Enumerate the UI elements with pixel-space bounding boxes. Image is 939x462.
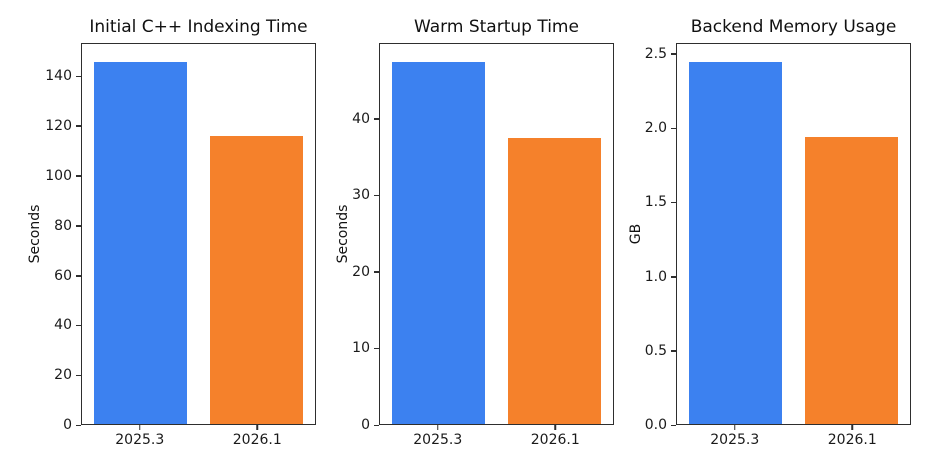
- bar-2026.1: [805, 137, 899, 424]
- y-tick-mark: [76, 275, 81, 277]
- x-tick-label: 2025.3: [710, 432, 760, 448]
- y-tick-mark: [76, 374, 81, 377]
- y-tick-mark: [76, 424, 81, 426]
- subplot-backend-memory-usage: Backend Memory Usage GB 0.0 0.5 1.0 1.5 2.0 2…: [628, 17, 911, 447]
- y-tick-mark: [671, 350, 676, 352]
- y-tick-mark: [374, 347, 379, 350]
- bar-2025.3: [688, 62, 782, 424]
- y-axis-label: Seconds: [335, 204, 351, 264]
- subplot-initial-indexing-time: Initial C++ Indexing Time Seconds 0 20 40 6…: [27, 17, 316, 447]
- y-tick-mark: [671, 127, 676, 130]
- subplot-warm-startup-time: Warm Startup Time Seconds 0 10 20 30 40 2025.…: [335, 17, 614, 447]
- x-tick-mark: [139, 425, 141, 430]
- y-tick-mark: [671, 276, 676, 278]
- y-tick-mark: [671, 201, 676, 204]
- y-tick-label: 20: [352, 263, 370, 280]
- plot-area: [676, 43, 911, 425]
- bar-2025.3: [391, 62, 485, 424]
- y-tick-label: 0: [361, 417, 370, 433]
- y-tick-mark: [76, 75, 81, 78]
- y-axis-label: GB: [628, 223, 644, 245]
- y-tick-label: 40: [352, 110, 370, 127]
- y-tick-label: 2.5: [644, 45, 667, 62]
- y-tick-mark: [671, 424, 676, 426]
- x-tick-label: 2026.1: [530, 432, 580, 448]
- y-tick-label: 140: [45, 68, 72, 85]
- y-tick-mark: [374, 118, 379, 120]
- bar-2025.3: [93, 62, 187, 424]
- x-tick-mark: [256, 425, 258, 430]
- x-tick-mark: [734, 425, 736, 430]
- y-tick-label: 120: [45, 117, 72, 134]
- plot-area: [81, 43, 316, 425]
- chart-title: Initial C++ Indexing Time: [89, 17, 308, 37]
- y-tick-mark: [76, 175, 81, 177]
- plot-area: [379, 43, 614, 425]
- y-tick-label: 30: [352, 187, 370, 204]
- x-tick-mark: [851, 425, 853, 430]
- x-tick-mark: [554, 425, 556, 430]
- y-tick-label: 1.0: [644, 268, 667, 285]
- x-tick-label: 2026.1: [232, 432, 282, 448]
- y-tick-label: 60: [54, 267, 72, 284]
- y-tick-label: 100: [45, 167, 72, 184]
- y-tick-mark: [76, 125, 81, 127]
- y-tick-label: 80: [54, 217, 72, 234]
- bar-2026.1: [210, 136, 304, 424]
- y-tick-label: 20: [54, 367, 72, 384]
- y-tick-label: 0.5: [644, 342, 667, 359]
- x-tick-label: 2025.3: [115, 432, 165, 448]
- y-tick-label: 1.5: [644, 194, 667, 211]
- chart-title: Backend Memory Usage: [690, 17, 897, 37]
- y-tick-label: 10: [352, 340, 370, 357]
- x-tick-mark: [437, 425, 439, 430]
- x-tick-label: 2026.1: [827, 432, 877, 448]
- y-tick-mark: [76, 225, 81, 227]
- y-tick-mark: [374, 271, 379, 273]
- y-tick-mark: [671, 53, 676, 55]
- y-tick-label: 40: [54, 317, 72, 334]
- y-axis-label: Seconds: [27, 204, 43, 264]
- y-tick-label: 2.0: [644, 120, 667, 137]
- y-tick-label: 0.0: [644, 417, 667, 433]
- chart-title: Warm Startup Time: [414, 17, 579, 37]
- y-tick-mark: [374, 194, 379, 197]
- y-tick-label: 0: [63, 417, 72, 433]
- bar-2026.1: [508, 137, 602, 424]
- x-tick-label: 2025.3: [413, 432, 463, 448]
- y-tick-mark: [76, 324, 81, 327]
- y-tick-mark: [374, 424, 379, 426]
